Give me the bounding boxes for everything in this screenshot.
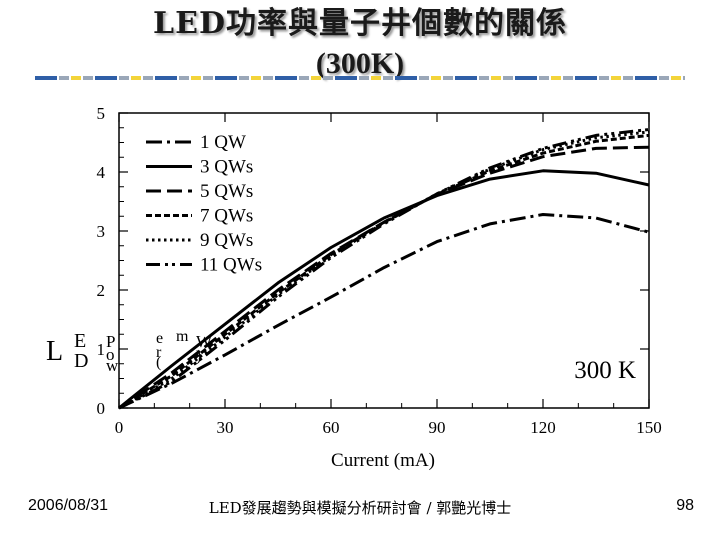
deco-segment [155, 76, 177, 80]
deco-segment [599, 76, 609, 80]
y-axis-label-char: D [74, 350, 89, 372]
series-line-4 [118, 133, 650, 410]
y-axis-label-char: ) [196, 348, 202, 365]
x-axis-label: Current (mA) [331, 450, 435, 471]
y-tick-label: 1 [97, 340, 106, 359]
series-line-6 [118, 128, 650, 410]
deco-segment [575, 76, 597, 80]
series-line-2 [118, 169, 650, 410]
deco-segment [419, 76, 429, 80]
deco-segment [299, 76, 309, 80]
series-line-5 [118, 130, 650, 410]
y-tick-label: 5 [97, 104, 106, 123]
deco-segment [311, 76, 321, 80]
deco-segment [659, 76, 669, 80]
legend-label-3: 5 QWs [200, 181, 253, 202]
deco-segment [539, 76, 549, 80]
legend-label-5: 9 QWs [200, 230, 253, 251]
deco-segment [371, 76, 381, 80]
y-axis-label-char: L [46, 336, 64, 367]
plot-axes: 0 30 60 90 120 150 0 1 2 3 4 5 [97, 104, 662, 437]
legend-label-2: 3 QWs [200, 157, 253, 178]
x-tick-label: 90 [429, 418, 446, 437]
y-axis-label-char: w [106, 356, 119, 375]
slide-title-line1: LED功率與量子井個數的關係 [153, 6, 567, 41]
footer-date: 2006/08/31 [28, 497, 109, 514]
y-tick-label: 2 [97, 281, 106, 300]
deco-segment [431, 76, 441, 80]
deco-segment [551, 76, 561, 80]
deco-segment [203, 76, 213, 80]
deco-segment [323, 76, 333, 80]
deco-segment [383, 76, 393, 80]
deco-segment [443, 76, 453, 80]
y-axis-label-char: o [106, 345, 115, 364]
deco-segment [95, 76, 117, 80]
temperature-annotation: 300 K [574, 357, 636, 384]
footer-event: LED發展趨勢與模擬分析研討會 / 郭艷光博士 [208, 499, 512, 517]
deco-segment [59, 76, 69, 80]
y-axis-label-char: P [106, 332, 116, 351]
deco-segment [191, 76, 201, 80]
legend-label-4: 7 QWs [200, 206, 253, 227]
deco-segment [671, 76, 681, 80]
deco-segment [395, 76, 417, 80]
y-tick-label: 0 [97, 399, 106, 418]
y-axis-label-char: m [176, 328, 189, 345]
deco-segment [359, 76, 369, 80]
deco-segment [491, 76, 501, 80]
x-tick-label: 0 [115, 418, 124, 437]
deco-segment [503, 76, 513, 80]
y-tick-label: 4 [97, 163, 106, 182]
deco-segment [143, 76, 153, 80]
legend-label-1: 1 QW [200, 132, 246, 153]
y-axis-label-char: ( [156, 354, 162, 371]
x-tick-label: 60 [323, 418, 340, 437]
y-axis-label-char: e [156, 330, 164, 347]
title-decoration-bar [35, 76, 685, 80]
y-axis-label-char: W [196, 332, 213, 351]
deco-segment [623, 76, 633, 80]
deco-segment [455, 76, 477, 80]
x-tick-label: 120 [530, 418, 556, 437]
deco-segment [479, 76, 489, 80]
legend: 1 QW 3 QWs 5 QWs 7 QWs 9 QWs 11 QWs [146, 132, 262, 276]
deco-segment [179, 76, 189, 80]
deco-segment [611, 76, 621, 80]
deco-segment [563, 76, 573, 80]
deco-segment [335, 76, 357, 80]
deco-segment [215, 76, 237, 80]
series-line-1 [118, 213, 650, 410]
slide-title-line2: (300K) [315, 47, 405, 80]
legend-label-6: 11 QWs [200, 255, 262, 276]
deco-segment [515, 76, 537, 80]
x-tick-label: 150 [636, 418, 662, 437]
deco-segment [251, 76, 261, 80]
deco-segment [35, 76, 57, 80]
deco-segment [683, 76, 685, 80]
deco-segment [83, 76, 93, 80]
deco-segment [275, 76, 297, 80]
deco-segment [635, 76, 657, 80]
deco-segment [239, 76, 249, 80]
deco-segment [119, 76, 129, 80]
y-tick-label: 3 [97, 222, 106, 241]
deco-segment [263, 76, 273, 80]
footer-page-number: 98 [676, 497, 694, 514]
y-axis-label-char: E [74, 330, 87, 352]
deco-segment [71, 76, 81, 80]
x-tick-label: 30 [217, 418, 234, 437]
series-group [118, 128, 650, 410]
deco-segment [131, 76, 141, 80]
y-axis-label-char: r [156, 344, 162, 361]
